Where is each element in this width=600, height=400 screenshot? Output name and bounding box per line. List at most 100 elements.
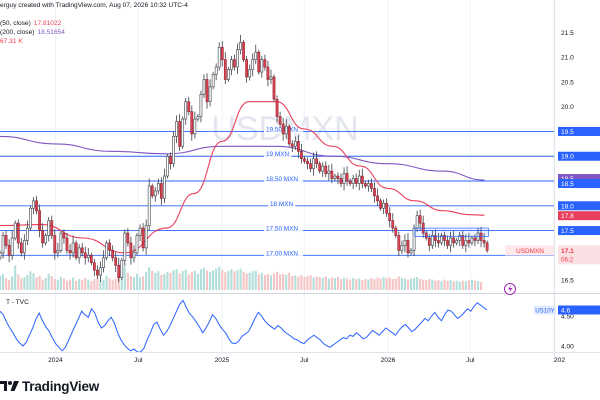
us10y-pane: 4.50 4.00 US10Y 4.6: [0, 299, 600, 353]
volume-bar: [20, 278, 23, 290]
candle-body: [71, 242, 75, 254]
volume-bar: [1, 273, 5, 290]
candle-body: [370, 183, 373, 189]
candle-body: [318, 163, 322, 172]
chart-attribution: erguy created with TradingView.com, Aug …: [0, 2, 188, 9]
candle-body: [141, 227, 145, 249]
symbol-tag[interactable]: [505, 245, 554, 256]
volume-bar: [65, 280, 69, 290]
volume-bar: [266, 273, 269, 290]
volume-bar: [294, 275, 297, 290]
candle-body: [412, 227, 416, 251]
volume-bar: [315, 276, 318, 290]
volume-bar: [5, 278, 8, 290]
volume-bar: [227, 270, 230, 290]
volume-bar: [327, 278, 330, 290]
us10y-axis-tick: 4.00: [561, 344, 574, 351]
volume-bar: [23, 277, 26, 290]
volume-bar: [373, 279, 376, 290]
candle-body: [178, 121, 181, 147]
candle-body: [333, 175, 337, 179]
candle-body: [373, 188, 376, 197]
volume-bar: [99, 280, 102, 290]
candle-body: [287, 126, 291, 145]
candle-body: [309, 163, 312, 169]
price-badge-text: 19.0: [561, 154, 574, 161]
volume-bar: [376, 277, 379, 290]
volume-bar: [230, 269, 233, 290]
candle-body: [467, 240, 471, 244]
volume-bar: [339, 279, 343, 290]
candle-body: [443, 235, 446, 241]
candle-body: [214, 66, 218, 75]
volume-bar: [476, 281, 480, 290]
candle-body: [193, 118, 197, 135]
candle-body: [187, 101, 191, 112]
candle-body: [470, 237, 474, 244]
candle-body: [430, 235, 434, 246]
level-label: 18 MXN: [270, 201, 293, 208]
candle-body: [32, 200, 35, 209]
volume-bar: [413, 278, 416, 290]
volume-bar: [352, 278, 355, 290]
ma50-legend[interactable]: (50, close) 17.81022: [0, 20, 61, 27]
volume-bar: [470, 279, 473, 290]
candle-body: [254, 51, 258, 60]
volume-bar: [142, 276, 145, 290]
volume-bar: [72, 277, 75, 290]
candle-body: [376, 195, 379, 202]
candle-body: [86, 255, 90, 259]
candle-body: [117, 264, 121, 278]
volume-bar: [38, 275, 41, 290]
volume-bar: [120, 271, 123, 290]
lightning-icon-glyph: [508, 285, 513, 293]
volume-bar: [422, 279, 425, 290]
symbol-tag-text: USDMXN: [516, 248, 544, 255]
volume-bar: [397, 276, 400, 290]
candle-body: [153, 190, 157, 197]
candle-body: [38, 210, 41, 231]
level-label: 17.00 MXN: [266, 250, 298, 257]
consolidation-box[interactable]: [414, 227, 489, 237]
volume-bar: [467, 280, 470, 290]
ma200-legend-value: 18.51654: [37, 29, 65, 36]
candle-body: [284, 126, 288, 135]
candle-body: [44, 235, 48, 244]
volume-bar: [282, 273, 285, 290]
candle-body: [437, 240, 440, 244]
candle-body: [345, 173, 349, 182]
volume-bar: [309, 275, 312, 290]
candle-body: [357, 175, 361, 184]
last-price-badge: [558, 245, 600, 265]
candle-body: [446, 240, 449, 246]
volume-bar: [163, 273, 166, 290]
candle-body: [382, 203, 385, 209]
volume-bar: [154, 272, 157, 290]
volume-bar: [35, 277, 38, 290]
time-axis: 2024 Jul 2025 Jul 2026 Jul 202: [0, 352, 600, 364]
candle-body: [7, 245, 11, 256]
us10y-line: [0, 299, 488, 353]
time-axis-label: 202: [554, 357, 565, 364]
volume-bar: [248, 272, 251, 290]
candle-body: [205, 79, 209, 103]
level-label-bg: [268, 199, 296, 208]
us10y-pane-title[interactable]: T - TVC: [6, 299, 29, 306]
us10y-tag[interactable]: [534, 305, 556, 315]
volume-bar: [84, 278, 87, 290]
candle-body: [50, 220, 54, 236]
ma200-legend[interactable]: (200, close) 18.51654: [0, 29, 65, 36]
volume-bar: [361, 280, 364, 290]
candle-body: [68, 250, 72, 254]
candle-body: [245, 59, 248, 78]
candle-body: [220, 46, 224, 60]
candle-body: [105, 242, 108, 259]
candle-body: [156, 183, 160, 192]
volume-bar: [403, 278, 406, 290]
volume-bar: [129, 275, 132, 290]
volume-bar: [135, 273, 139, 290]
volume-bar: [8, 280, 11, 290]
tradingview-logo[interactable]: TradingView: [0, 377, 99, 395]
ma50-legend-value: 17.81022: [33, 20, 62, 27]
level-label-bg: [264, 150, 292, 159]
